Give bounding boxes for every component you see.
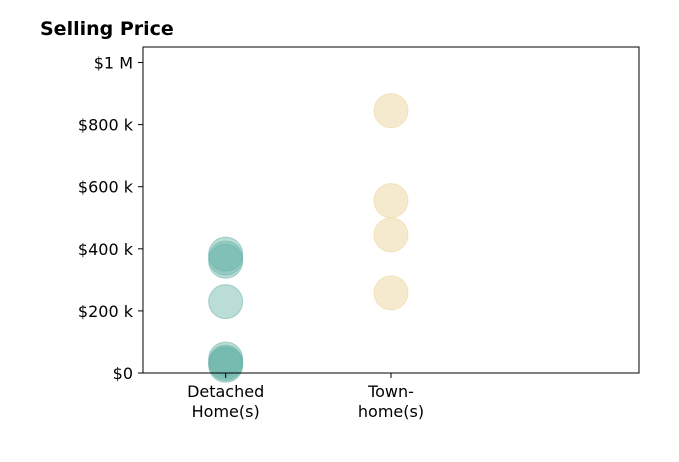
data-point bbox=[208, 236, 244, 272]
data-point bbox=[373, 275, 409, 311]
data-point bbox=[208, 243, 244, 279]
data-points bbox=[208, 93, 409, 383]
x-tick-label: Home(s) bbox=[192, 402, 260, 421]
data-point bbox=[373, 217, 409, 253]
y-tick-label: $400 k bbox=[78, 240, 134, 259]
y-tick-label: $600 k bbox=[78, 178, 134, 197]
data-point bbox=[373, 183, 409, 219]
x-tick-label: Detached bbox=[187, 382, 264, 401]
data-point bbox=[208, 347, 244, 383]
y-axis: $0 $200 k $400 k $600 k $800 k $1 M bbox=[78, 54, 143, 383]
y-tick-label: $0 bbox=[113, 364, 133, 383]
data-point bbox=[208, 284, 244, 320]
chart-title: Selling Price bbox=[40, 18, 174, 40]
y-tick-label: $800 k bbox=[78, 116, 134, 135]
data-point bbox=[373, 93, 409, 129]
x-tick-label: home(s) bbox=[358, 402, 424, 421]
y-tick-label: $1 M bbox=[94, 54, 133, 73]
x-tick-label: Town- bbox=[367, 382, 414, 401]
y-tick-label: $200 k bbox=[78, 302, 134, 321]
